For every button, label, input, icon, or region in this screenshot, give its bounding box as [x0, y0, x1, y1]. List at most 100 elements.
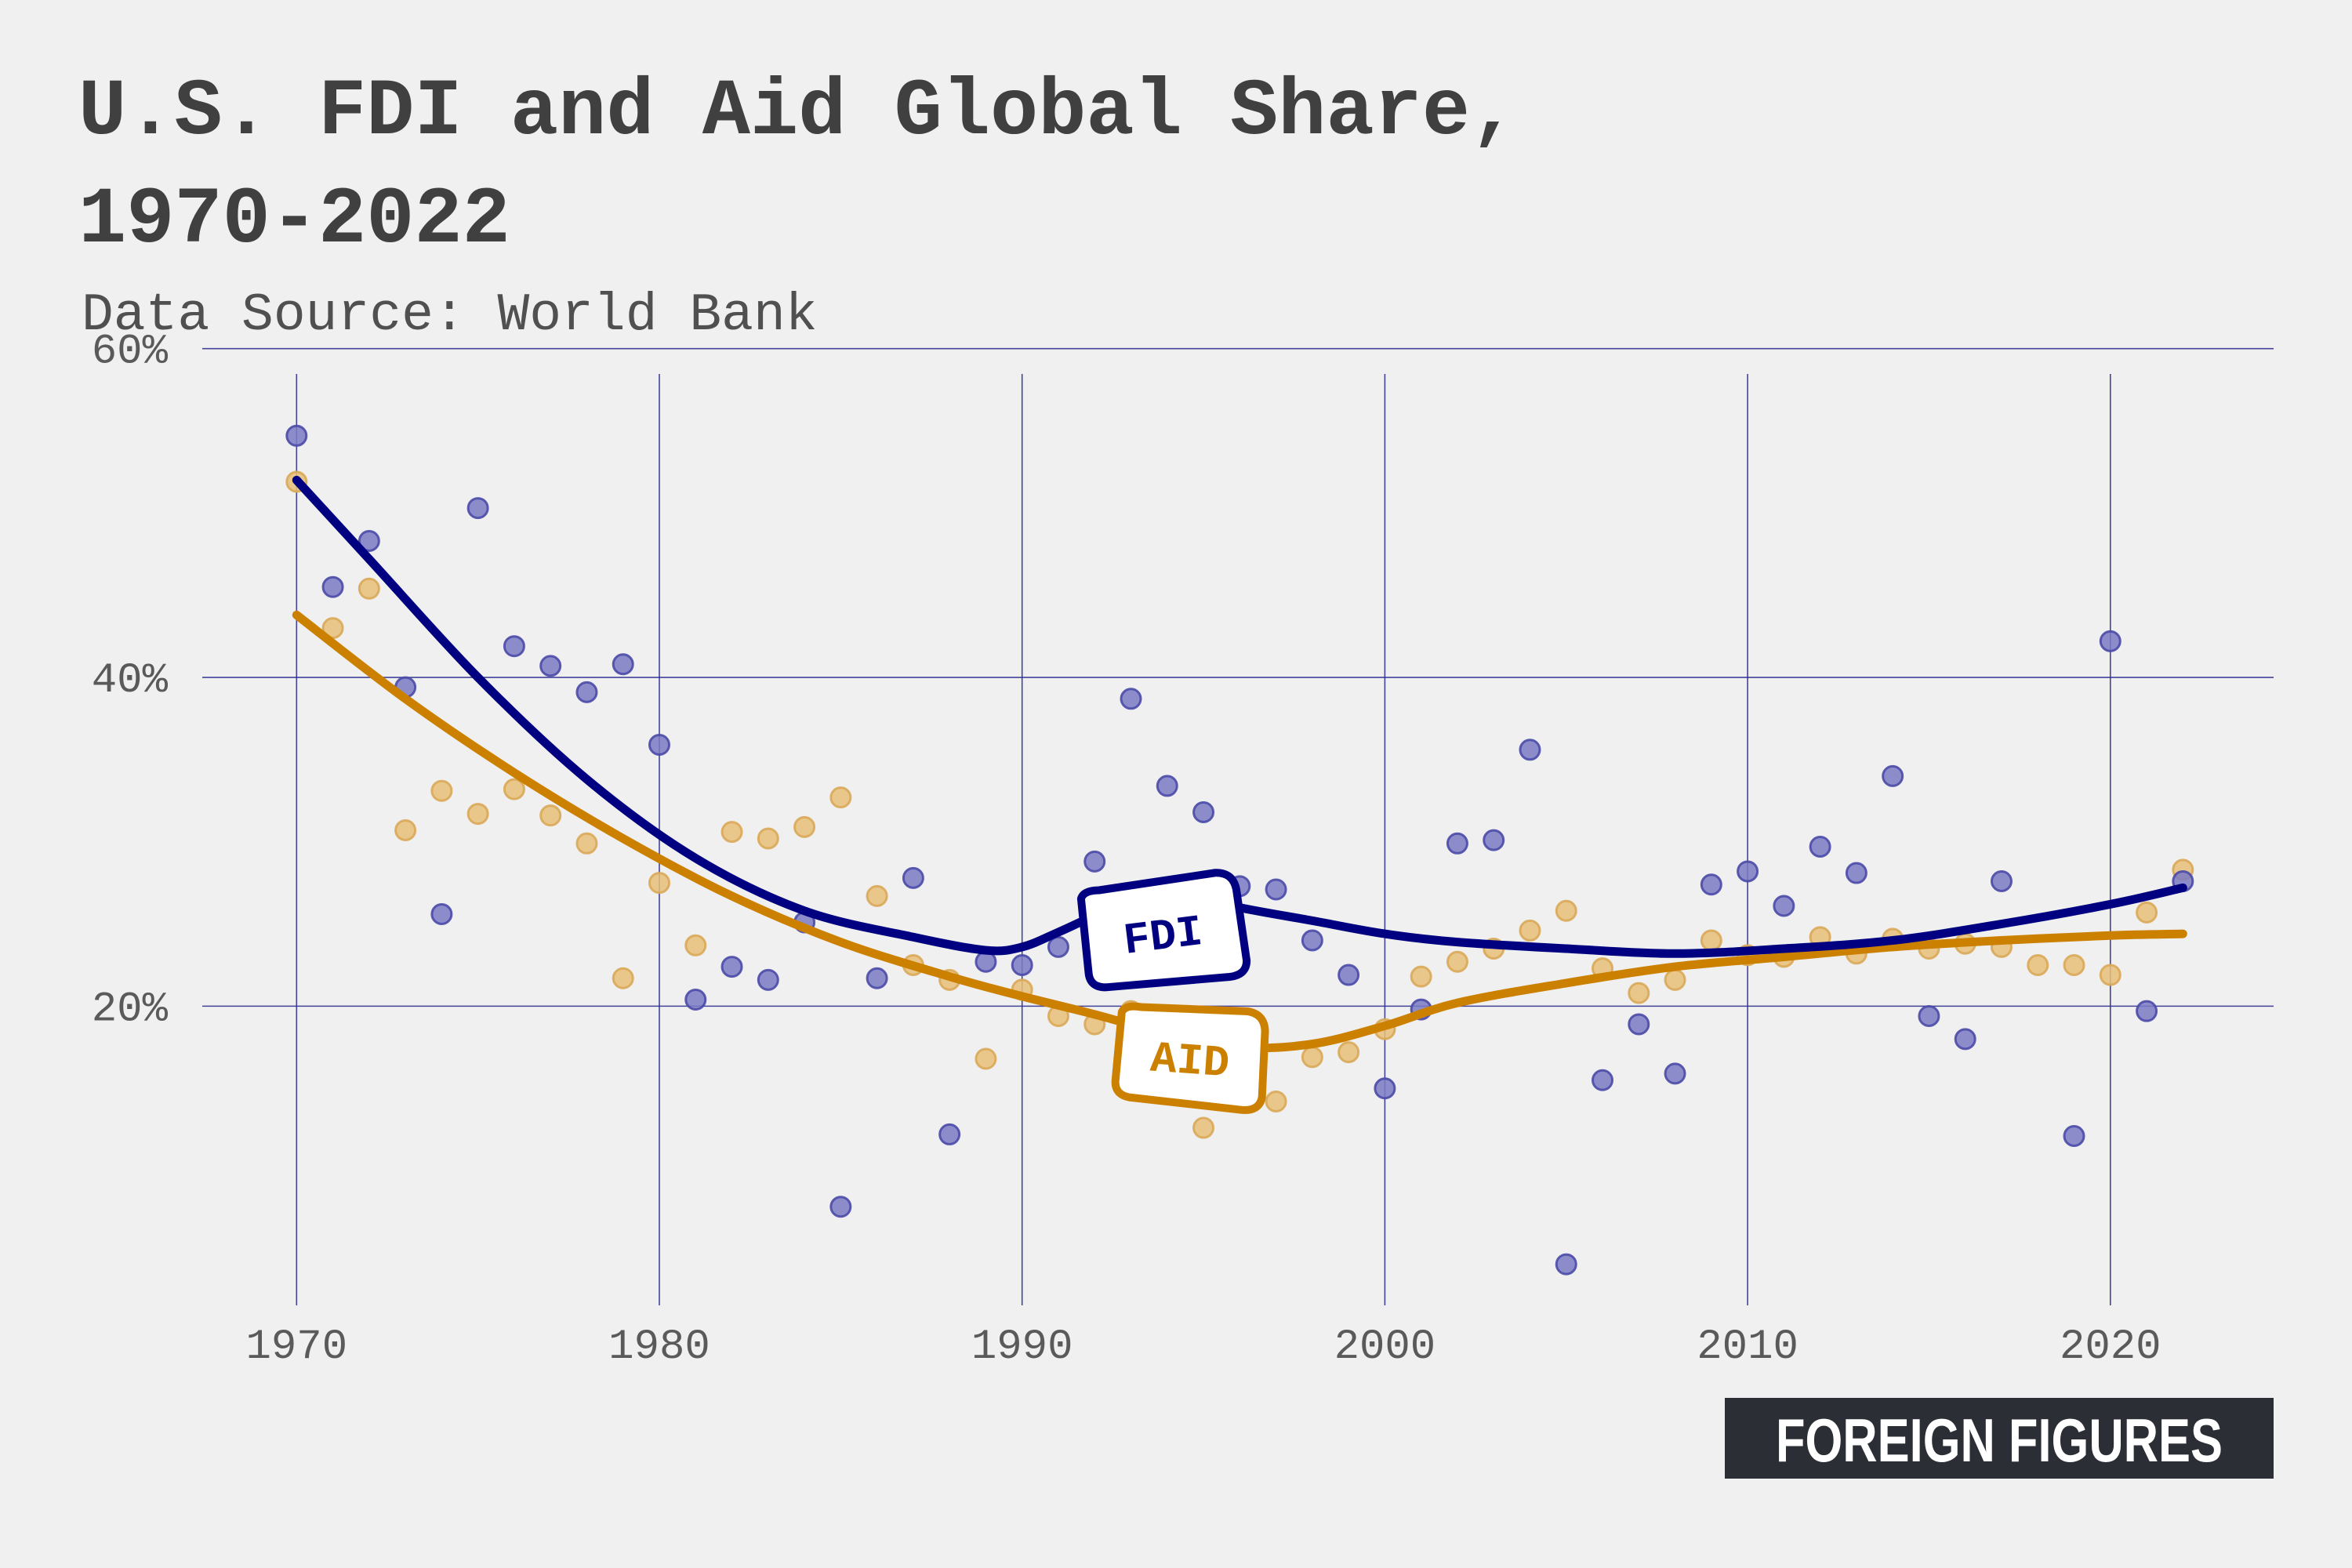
brand-logo-text: FOREIGN FIGURES [1776, 1406, 2223, 1475]
aid-point [358, 577, 380, 600]
aid-point [1519, 919, 1541, 942]
fdi-point [1990, 870, 2013, 893]
aid-point [1628, 982, 1650, 1004]
aid-series-label-text: AID [1149, 1034, 1231, 1090]
fdi-point [1954, 1028, 1976, 1051]
fdi-point [757, 968, 779, 991]
aid-point [394, 819, 417, 842]
fdi-point [684, 989, 707, 1011]
fdi-point [866, 967, 888, 989]
aid-series-label: AID [1111, 1002, 1269, 1114]
fdi-point [1809, 836, 1831, 858]
x-tick-label: 1970 [245, 1323, 347, 1371]
y-tick-label: 60% [92, 328, 169, 376]
fdi-point [1519, 739, 1541, 761]
fdi-point [1301, 929, 1323, 952]
fdi-series-label-text: FDI [1121, 907, 1206, 967]
fdi-point [1338, 964, 1360, 986]
aid-series-label-box [1111, 1002, 1269, 1114]
fdi-point [1773, 895, 1795, 917]
fdi-point [2136, 1000, 2158, 1022]
fdi-point [358, 530, 380, 552]
aid-point [1338, 1041, 1360, 1064]
x-tick-label: 2020 [2060, 1323, 2161, 1371]
aid-point [829, 786, 852, 809]
fdi-series-label: FDI [1076, 869, 1251, 992]
fdi-point [1120, 688, 1142, 710]
aid-point [975, 1047, 997, 1070]
fdi-series-label-box [1076, 869, 1251, 992]
aid-point [1192, 1116, 1215, 1139]
aid-point [1555, 899, 1577, 922]
fdi-point [285, 424, 308, 447]
fdi-point [612, 653, 634, 676]
fdi-point [1011, 953, 1033, 976]
x-tick-label: 2000 [1334, 1323, 1436, 1371]
aid-point [793, 815, 816, 838]
fdi-point [938, 1123, 961, 1145]
x-tick-label: 1980 [608, 1323, 710, 1371]
chart-title-line-2: 1970-2022 [78, 175, 510, 266]
y-tick-label: 40% [92, 657, 169, 705]
fdi-point [1156, 775, 1178, 797]
fdi-point [1555, 1253, 1577, 1276]
aid-point [2136, 901, 2158, 924]
fdi-point [648, 734, 670, 756]
aid-point [866, 884, 888, 907]
fdi-point [503, 635, 525, 658]
fdi-point [1918, 1004, 1940, 1027]
fdi-point [1483, 829, 1505, 851]
fdi-point [466, 497, 489, 520]
aid-point [321, 617, 344, 640]
aid-point [539, 804, 562, 827]
fdi-point [1192, 800, 1215, 823]
series-labels: AID FDI [1076, 869, 1269, 1114]
brand-logo: FOREIGN FIGURES [1725, 1398, 2274, 1479]
aid-point [720, 821, 743, 844]
aid-point [1664, 968, 1686, 991]
aid-point [1446, 950, 1468, 973]
fdi-point [1700, 873, 1722, 896]
fdi-point [321, 575, 344, 598]
aid-point [757, 827, 779, 850]
fdi-point [430, 902, 453, 925]
fdi-point [539, 655, 562, 677]
fdi-point [1083, 850, 1106, 873]
aid-point [466, 803, 489, 826]
axis-labels: 1970 1980 1990 2000 2010 2020 20% 40% 60% [92, 328, 2161, 1371]
fdi-point [1446, 832, 1468, 855]
aid-point [1700, 929, 1722, 952]
aid-point [612, 967, 634, 989]
chart-subtitle: Data Source: World Bank [82, 285, 818, 346]
fdi-point [720, 956, 743, 978]
aid-point [684, 934, 707, 956]
fdi-point [1592, 1069, 1614, 1091]
chart-title-line-1: U.S. FDI and Aid Global Share, [78, 67, 1518, 158]
aid-point [575, 832, 598, 855]
fdi-point [902, 866, 924, 889]
aid-point [2063, 953, 2085, 976]
fdi-point [829, 1196, 852, 1218]
fdi-point [1845, 862, 1867, 884]
fdi-point [1047, 935, 1069, 958]
fdi-point [1265, 878, 1287, 901]
fdi-point [1628, 1013, 1650, 1036]
aid-point [1410, 965, 1432, 988]
fdi-point [1737, 860, 1759, 883]
aid-point [2099, 964, 2122, 986]
fdi-point [2063, 1125, 2085, 1148]
aid-point [1301, 1046, 1323, 1069]
fdi-point [575, 681, 598, 703]
y-tick-label: 20% [92, 985, 169, 1033]
aid-point [1265, 1091, 1287, 1112]
fdi-point [1882, 764, 1904, 787]
aid-point [2027, 953, 2049, 976]
aid-point [648, 872, 670, 895]
x-tick-label: 1990 [971, 1323, 1073, 1371]
fdi-point [1664, 1062, 1686, 1085]
aid-point [430, 779, 453, 802]
x-tick-label: 2010 [1697, 1323, 1798, 1371]
brand-logo-background [1725, 1398, 2274, 1479]
